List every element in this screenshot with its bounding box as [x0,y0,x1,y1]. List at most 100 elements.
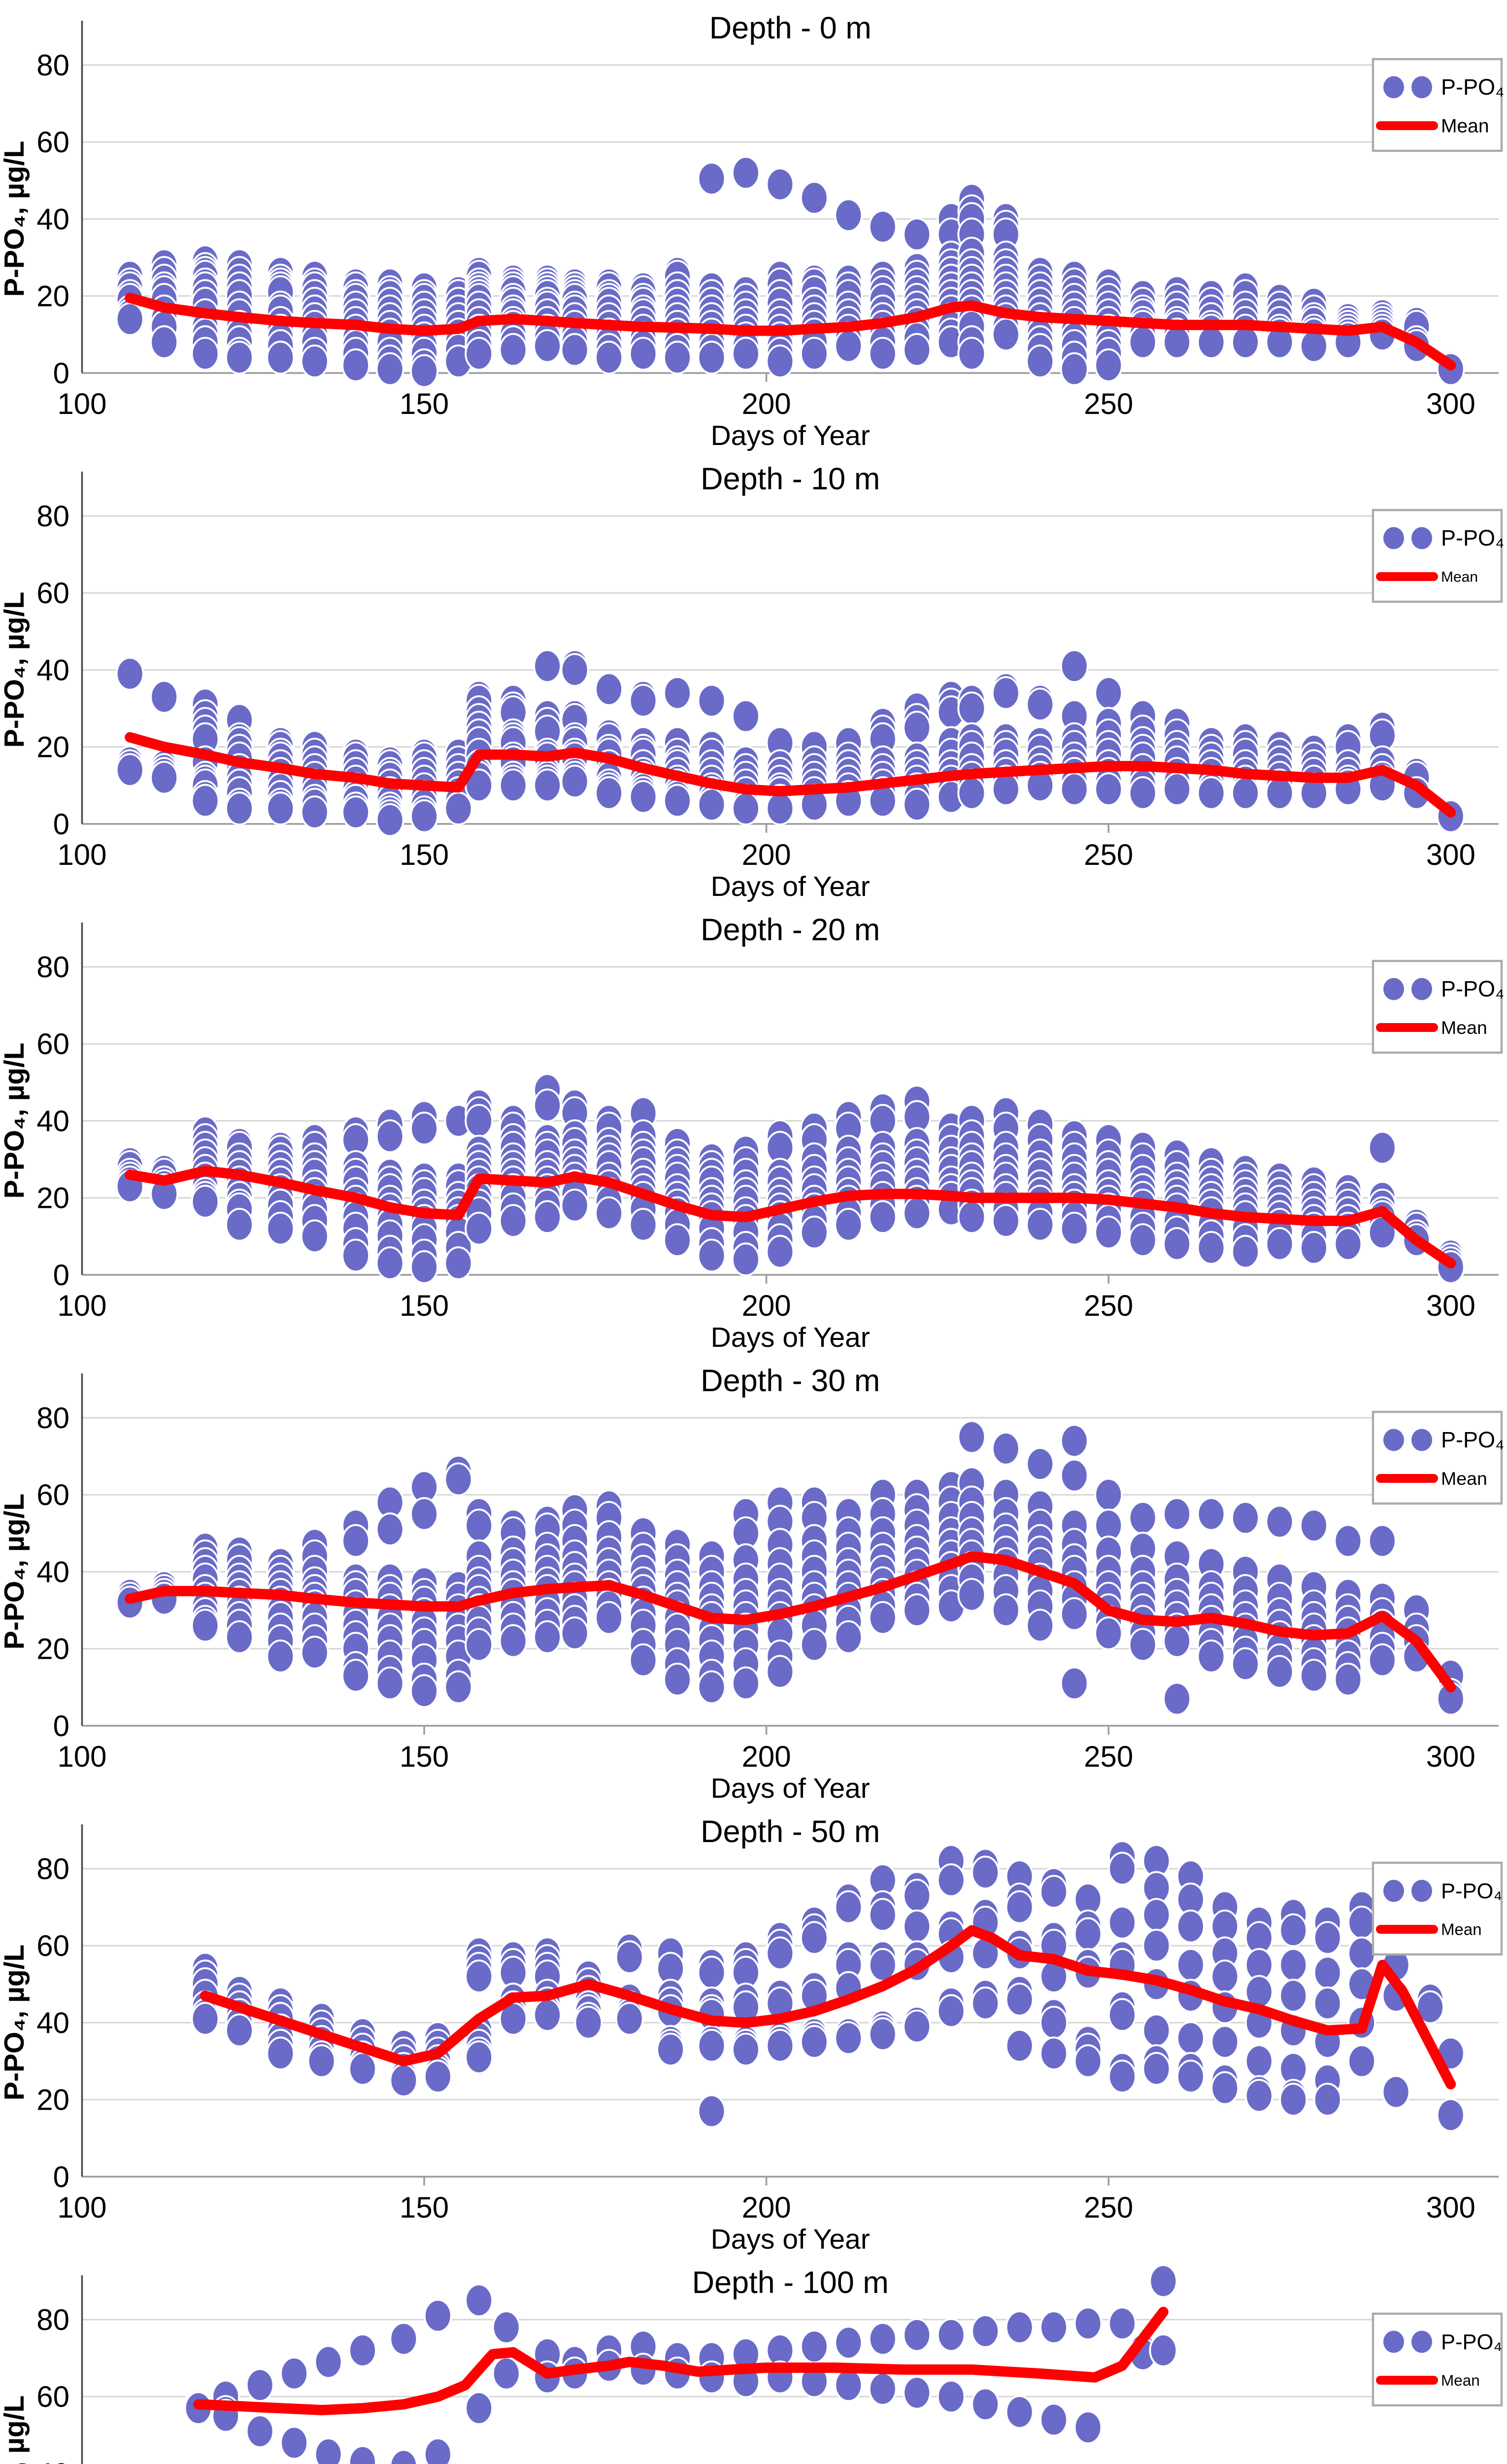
scatter-point [1299,1231,1328,1265]
scatter-point [1279,1979,1308,2013]
scatter-point [971,1855,1000,1890]
scatter-point [1163,1624,1192,1658]
y-tick-label: 80 [36,49,69,82]
scatter-point [1231,776,1260,810]
scatter-point [1142,1928,1171,1963]
scatter-point [245,2368,274,2402]
scatter-point [595,1601,624,1635]
y-tick-label: 40 [36,653,69,686]
scatter-point [1149,2333,1178,2367]
y-tick-label: 20 [36,1182,69,1215]
scatter-point [499,333,528,367]
x-tick-label: 100 [57,2191,106,2224]
scatter-point [766,2028,795,2063]
legend-box [1372,959,1503,1054]
x-tick-label: 150 [400,2191,449,2224]
scatter-point [1313,1955,1342,1990]
legend-points-label: P-PO₄ [1441,525,1504,550]
y-tick-label: 60 [36,1478,69,1511]
x-tick-label: 250 [1084,387,1133,420]
scatter-point [971,2314,1000,2348]
scatter-point [1094,1215,1123,1250]
scatter-point [444,1670,473,1705]
scatter-point [1060,1666,1089,1701]
scatter-point [629,1208,658,1242]
scatter-point [697,684,726,718]
legend-box [1372,509,1503,603]
scatter-point [375,1246,404,1280]
scatter-point [595,776,624,810]
scatter-point [465,1211,494,1246]
mean-line [125,732,1456,818]
scatter-point [191,1185,220,1219]
legend-mean-label: Mean [1441,116,1489,137]
x-tick-label: 100 [57,1289,106,1322]
scatter-point [991,317,1020,352]
scatter-point [957,1577,986,1612]
scatter-point [1416,1990,1445,2024]
scatter-point [1313,1986,1342,2020]
scatter-point [1026,1208,1055,1242]
scatter-point [629,684,658,718]
scatter-point [341,795,370,829]
scatter-point [533,329,562,363]
x-tick-label: 300 [1426,1289,1475,1322]
scatter-point [444,791,473,826]
scatter-point [903,217,932,252]
scatter-point [732,1666,760,1701]
scatter-point [300,1636,329,1670]
chart-canvas-depth-10m: 0 20 40 60 80 100 150 200 250 300 Days of Year P-PO… [0,451,1507,902]
scatter-point [991,1432,1020,1466]
y-tick-label: 80 [36,500,69,533]
chart-panel-depth-30m: 0 20 40 60 80 100 150 200 250 300 Days of Year P-PO… [0,1353,1507,1804]
scatter-point [697,1955,726,1990]
scatter-point [560,1616,589,1650]
scatter-point [389,2322,418,2356]
scatter-point [800,1628,829,1662]
scatter-point [191,2002,220,2036]
scatter-point [1026,1447,1055,1481]
scatter-point [957,691,986,725]
scatter-point [1368,1130,1397,1165]
scatter-point [389,2449,418,2464]
scatter-point [1368,1643,1397,1677]
scatter-point [348,2445,377,2464]
scatter-point [410,354,439,388]
scatter-point [1381,2075,1410,2109]
y-tick-label: 0 [53,357,69,390]
scatter-point [225,791,254,826]
scatter-point [280,2357,309,2391]
legend-points-label: P-PO₄ [1441,1880,1502,1903]
scatter-point [834,1208,863,1242]
scatter-point [991,676,1020,710]
scatter-point [375,352,404,386]
chart-panel-depth-0m: 0 20 40 60 80 100 150 200 250 300 Days of Year P-PO… [0,0,1507,451]
chart-canvas-depth-20m: 0 20 40 60 80 100 150 200 250 300 Days of Year P-PO… [0,902,1507,1353]
scatter-point [1231,325,1260,359]
scatter-point [903,2376,932,2410]
x-axis-title: Days of Year [711,871,870,902]
legend-point-marker [1383,76,1404,99]
y-tick-label: 20 [36,280,69,313]
scatter-point [1176,2021,1205,2055]
scatter-point [903,787,932,822]
scatter-point [868,2372,897,2406]
scatter-point [991,772,1020,806]
scatter-point [348,2333,377,2367]
scatter-point [1231,1501,1260,1535]
scatter-point [1176,2059,1205,2094]
scatter-point [903,1879,932,1913]
scatter-point [465,2040,494,2075]
scatter-point [341,1659,370,1693]
legend-box [1372,58,1503,152]
scatter-point [766,167,795,202]
scatter-point [533,1620,562,1654]
legend-points-label: P-PO₄ [1441,2330,1502,2354]
scatter-point [1279,1948,1308,1982]
scatter-point [1005,1890,1034,1924]
x-tick-label: 150 [400,387,449,420]
scatter-point [615,1940,644,1975]
scatter-point [465,1628,494,1662]
scatter-point [465,337,494,371]
